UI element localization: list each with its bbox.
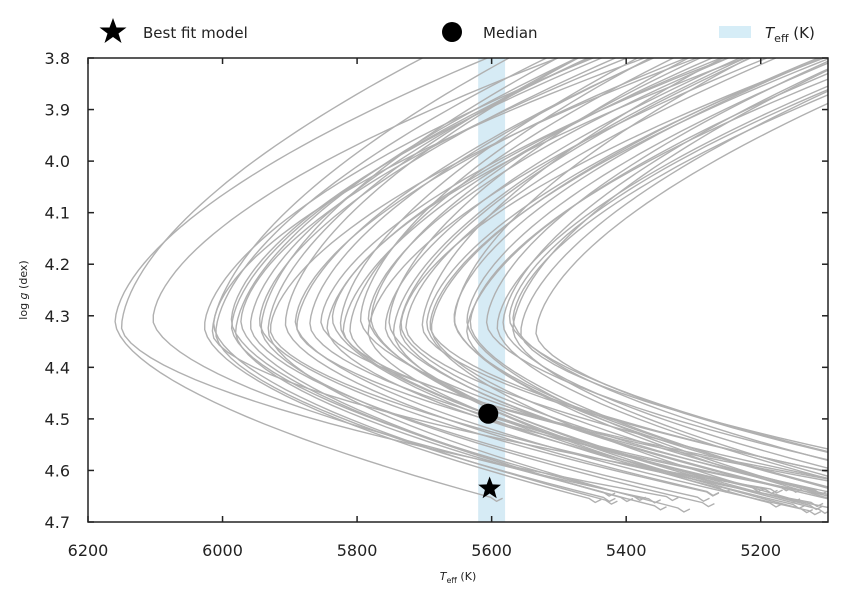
x-tick-label: 5400 (606, 541, 647, 560)
legend-teff-band-swatch (719, 26, 751, 38)
isochrone-track (331, 58, 745, 493)
isochrone-track (260, 58, 715, 508)
isochrone-track (212, 58, 645, 505)
isochrone-track (535, 102, 828, 454)
legend-label-best-fit: Best fit model (143, 24, 248, 42)
isochrone-track (349, 58, 778, 495)
isochrone-track (496, 85, 828, 480)
y-tick-label: 4.4 (45, 358, 70, 377)
isochrone-track (512, 69, 828, 477)
y-axis-label: log g (dex) (17, 260, 30, 319)
y-tick-label: 3.9 (45, 101, 70, 120)
y-tick-label: 4.0 (45, 152, 70, 171)
y-axis-ticks: 3.8 3.9 4.0 4.1 4.2 4.3 4.4 4.5 4.6 4.7 (45, 49, 828, 532)
isochrone-track (367, 58, 823, 511)
plot-frame (87, 57, 829, 523)
best-fit-star (478, 476, 501, 499)
x-tick-label: 6000 (202, 541, 243, 560)
isochrone-track (370, 58, 814, 514)
isochrone-track (240, 58, 634, 503)
isochrone-track (294, 58, 822, 516)
isochrone-tracks (114, 58, 828, 516)
y-tick-label: 4.7 (45, 513, 70, 532)
isochrone-track (211, 58, 783, 494)
isochrone-track (203, 58, 602, 504)
isochrone-track (230, 58, 647, 502)
legend: Best fit model Median Teff (K) (99, 18, 815, 45)
isochrone-track (512, 94, 828, 462)
isochrone-track (400, 58, 828, 496)
median-point (478, 403, 499, 424)
y-tick-label: 4.6 (45, 461, 70, 480)
isochrone-track (249, 58, 710, 503)
x-axis-ticks: 6200 6000 5800 5600 5400 5200 (68, 58, 781, 560)
legend-star-icon (99, 18, 127, 43)
plot-area (114, 58, 828, 522)
isochrone-track (215, 58, 616, 503)
isochrone-track (384, 58, 828, 515)
isochrone-track (284, 58, 720, 497)
isochrone-track (258, 58, 720, 497)
legend-label-median: Median (483, 24, 538, 42)
x-axis-label: Teff (K) (440, 570, 476, 585)
isochrone-track (469, 78, 828, 489)
isochrone-track (502, 68, 828, 469)
isochrone-track (367, 58, 806, 510)
isochrone-track (230, 58, 667, 511)
x-tick-label: 5800 (337, 541, 378, 560)
isochrone-track (392, 58, 783, 508)
isochrone-track (267, 58, 691, 513)
isochrone-track (296, 58, 828, 497)
x-tick-label: 5600 (471, 541, 512, 560)
y-tick-label: 3.8 (45, 49, 70, 68)
y-tick-label: 4.2 (45, 255, 70, 274)
x-tick-label: 6200 (68, 541, 109, 560)
isochrone-track (359, 58, 828, 493)
legend-median-icon (442, 22, 462, 42)
isochrone-track (508, 88, 828, 453)
isochrone-track (466, 72, 828, 489)
isochrone-track (234, 58, 616, 497)
isochrone-track (485, 60, 828, 461)
isochrone-track (466, 62, 828, 497)
isochrone-track (120, 58, 679, 502)
isochrone-track (430, 58, 828, 496)
legend-label-teff: Teff (K) (765, 24, 815, 45)
isochrone-track (426, 58, 824, 503)
isochrone-track (114, 58, 503, 503)
y-tick-label: 4.5 (45, 410, 70, 429)
x-tick-label: 5200 (740, 541, 781, 560)
y-tick-label: 4.1 (45, 204, 70, 223)
y-tick-label: 4.3 (45, 307, 70, 326)
